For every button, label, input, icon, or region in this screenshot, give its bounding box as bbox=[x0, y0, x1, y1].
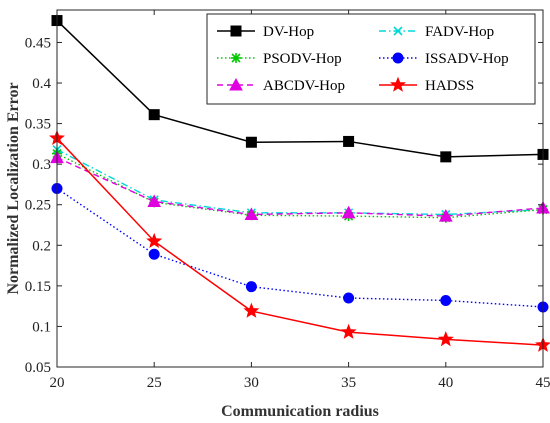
data-point-dv-hop bbox=[440, 151, 452, 163]
legend-swatch-marker bbox=[392, 52, 404, 64]
legend-label: HADSS bbox=[425, 78, 474, 94]
legend-swatch-marker bbox=[229, 77, 243, 91]
data-point-issadv-hop bbox=[148, 248, 160, 260]
legend-swatch-marker bbox=[393, 26, 403, 36]
y-tick-label: 0.1 bbox=[32, 319, 51, 335]
data-point-hadss bbox=[243, 302, 260, 318]
legend-entry-issadv-hop: ISSADV-Hop bbox=[379, 51, 509, 67]
x-tick-label: 25 bbox=[147, 375, 162, 391]
legend-entry-abcdv-hop: ABCDV-Hop bbox=[217, 77, 345, 94]
y-axis-label: Normalized Localization Error bbox=[5, 82, 22, 294]
data-point-issadv-hop bbox=[245, 281, 257, 293]
legend-label: PSODV-Hop bbox=[263, 51, 342, 67]
data-point-abcdv-hop bbox=[438, 209, 453, 222]
x-tick-label: 30 bbox=[244, 375, 259, 391]
series-line-issadv-hop bbox=[56, 187, 544, 308]
data-point-issadv-hop bbox=[343, 292, 355, 304]
data-point-dv-hop bbox=[343, 135, 355, 147]
y-tick-label: 0.25 bbox=[25, 198, 51, 214]
data-point-dv-hop bbox=[148, 109, 160, 121]
x-tick-label: 45 bbox=[536, 375, 550, 391]
axes: 20 25 30 35 40 45 0.05 0.1 0.15 0.2 0.25 0.3 0.35 0.4… bbox=[25, 9, 550, 391]
legend-entry-psodv-hop: PSODV-Hop bbox=[217, 51, 342, 67]
plot-frame bbox=[56, 9, 544, 368]
legend-label: FADV-Hop bbox=[425, 24, 494, 40]
x-tick-label: 35 bbox=[341, 375, 356, 391]
data-point-abcdv-hop bbox=[341, 205, 356, 219]
series-line-psodv-hop bbox=[56, 152, 544, 219]
y-tick-label: 0.35 bbox=[25, 117, 51, 133]
data-point-hadss bbox=[340, 323, 357, 339]
y-tick-label: 0.4 bbox=[32, 76, 51, 92]
data-point-issadv-hop bbox=[440, 294, 452, 306]
legend: DV-Hop FADV-Hop PSODV-Hop ISSADV-Hop ABCDV-H… bbox=[206, 13, 536, 105]
legend-swatch-marker bbox=[230, 25, 242, 37]
y-tick-label: 0.3 bbox=[32, 157, 51, 173]
y-tick-label: 0.05 bbox=[25, 360, 51, 376]
y-tick-label: 0.45 bbox=[25, 35, 51, 51]
data-point-abcdv-hop bbox=[147, 194, 162, 207]
series-line-fadv-hop bbox=[56, 148, 544, 216]
series-line-dv-hop bbox=[56, 20, 544, 158]
x-axis-label: Communication radius bbox=[221, 403, 379, 420]
series-line-abcdv-hop bbox=[56, 157, 544, 217]
series-hadss bbox=[49, 129, 550, 352]
legend-box bbox=[206, 13, 536, 105]
data-point-dv-hop bbox=[245, 136, 257, 148]
legend-entry-hadss: HADSS bbox=[379, 76, 474, 94]
series-issadv-hop bbox=[51, 183, 549, 313]
data-point-hadss bbox=[437, 331, 454, 347]
legend-label: ISSADV-Hop bbox=[425, 51, 509, 67]
legend-label: ABCDV-Hop bbox=[263, 78, 345, 94]
legend-swatch-marker bbox=[231, 53, 241, 63]
y-tick-label: 0.2 bbox=[32, 238, 51, 254]
y-tick-label: 0.15 bbox=[25, 279, 51, 295]
data-point-hadss bbox=[146, 232, 163, 249]
legend-entry-fadv-hop: FADV-Hop bbox=[379, 24, 494, 40]
series-line-hadss bbox=[56, 137, 544, 346]
legend-entry-dv-hop: DV-Hop bbox=[217, 24, 314, 40]
data-point-abcdv-hop bbox=[244, 207, 259, 220]
x-tick-label: 20 bbox=[50, 375, 65, 391]
x-tick-label: 40 bbox=[438, 375, 453, 391]
legend-label: DV-Hop bbox=[263, 24, 314, 40]
legend-swatch-marker bbox=[390, 76, 406, 92]
